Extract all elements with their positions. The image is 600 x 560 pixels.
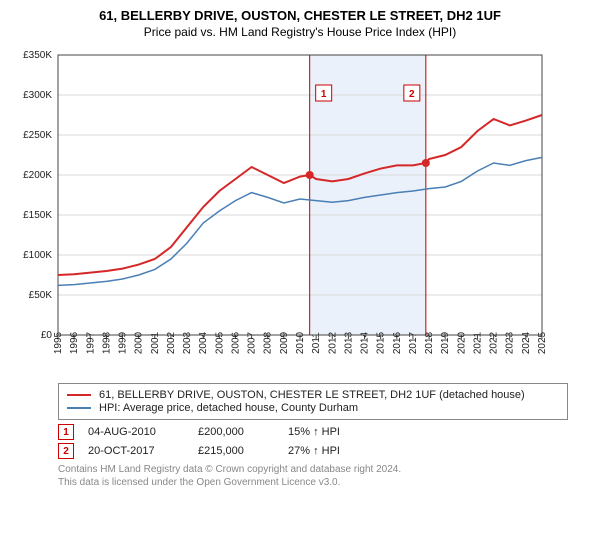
legend-item-address: 61, BELLERBY DRIVE, OUSTON, CHESTER LE S… [67,389,559,401]
price-chart: £0£50K£100K£150K£200K£250K£300K£350K1995… [10,47,590,377]
marker-badge-2: 2 [58,443,74,459]
legend-label: HPI: Average price, detached house, Coun… [99,402,358,414]
chart-subtitle: Price paid vs. HM Land Registry's House … [10,25,590,39]
data-point-row: 2 20-OCT-2017 £215,000 27% ↑ HPI [58,443,590,459]
svg-text:£200K: £200K [23,170,52,181]
svg-text:£0: £0 [41,330,53,341]
legend-swatch-blue [67,407,91,409]
data-point-price: £215,000 [198,445,288,457]
legend: 61, BELLERBY DRIVE, OUSTON, CHESTER LE S… [58,383,568,420]
svg-text:£350K: £350K [23,50,52,61]
svg-text:2: 2 [409,89,415,100]
data-point-pct: 27% ↑ HPI [288,445,378,457]
data-points-table: 1 04-AUG-2010 £200,000 15% ↑ HPI 2 20-OC… [58,424,590,459]
legend-label: 61, BELLERBY DRIVE, OUSTON, CHESTER LE S… [99,389,525,401]
data-point-date: 04-AUG-2010 [88,426,198,438]
footer-attribution: Contains HM Land Registry data © Crown c… [58,463,590,489]
data-point-date: 20-OCT-2017 [88,445,198,457]
svg-text:£250K: £250K [23,130,52,141]
data-point-row: 1 04-AUG-2010 £200,000 15% ↑ HPI [58,424,590,440]
footer-line: This data is licensed under the Open Gov… [58,476,590,489]
marker-badge-1: 1 [58,424,74,440]
svg-text:£300K: £300K [23,90,52,101]
chart-title-address: 61, BELLERBY DRIVE, OUSTON, CHESTER LE S… [10,8,590,23]
svg-text:£50K: £50K [29,290,53,301]
svg-text:1: 1 [321,89,327,100]
svg-text:£150K: £150K [23,210,52,221]
legend-item-hpi: HPI: Average price, detached house, Coun… [67,402,559,414]
data-point-pct: 15% ↑ HPI [288,426,378,438]
data-point-price: £200,000 [198,426,288,438]
footer-line: Contains HM Land Registry data © Crown c… [58,463,590,476]
legend-swatch-red [67,394,91,396]
svg-text:£100K: £100K [23,250,52,261]
